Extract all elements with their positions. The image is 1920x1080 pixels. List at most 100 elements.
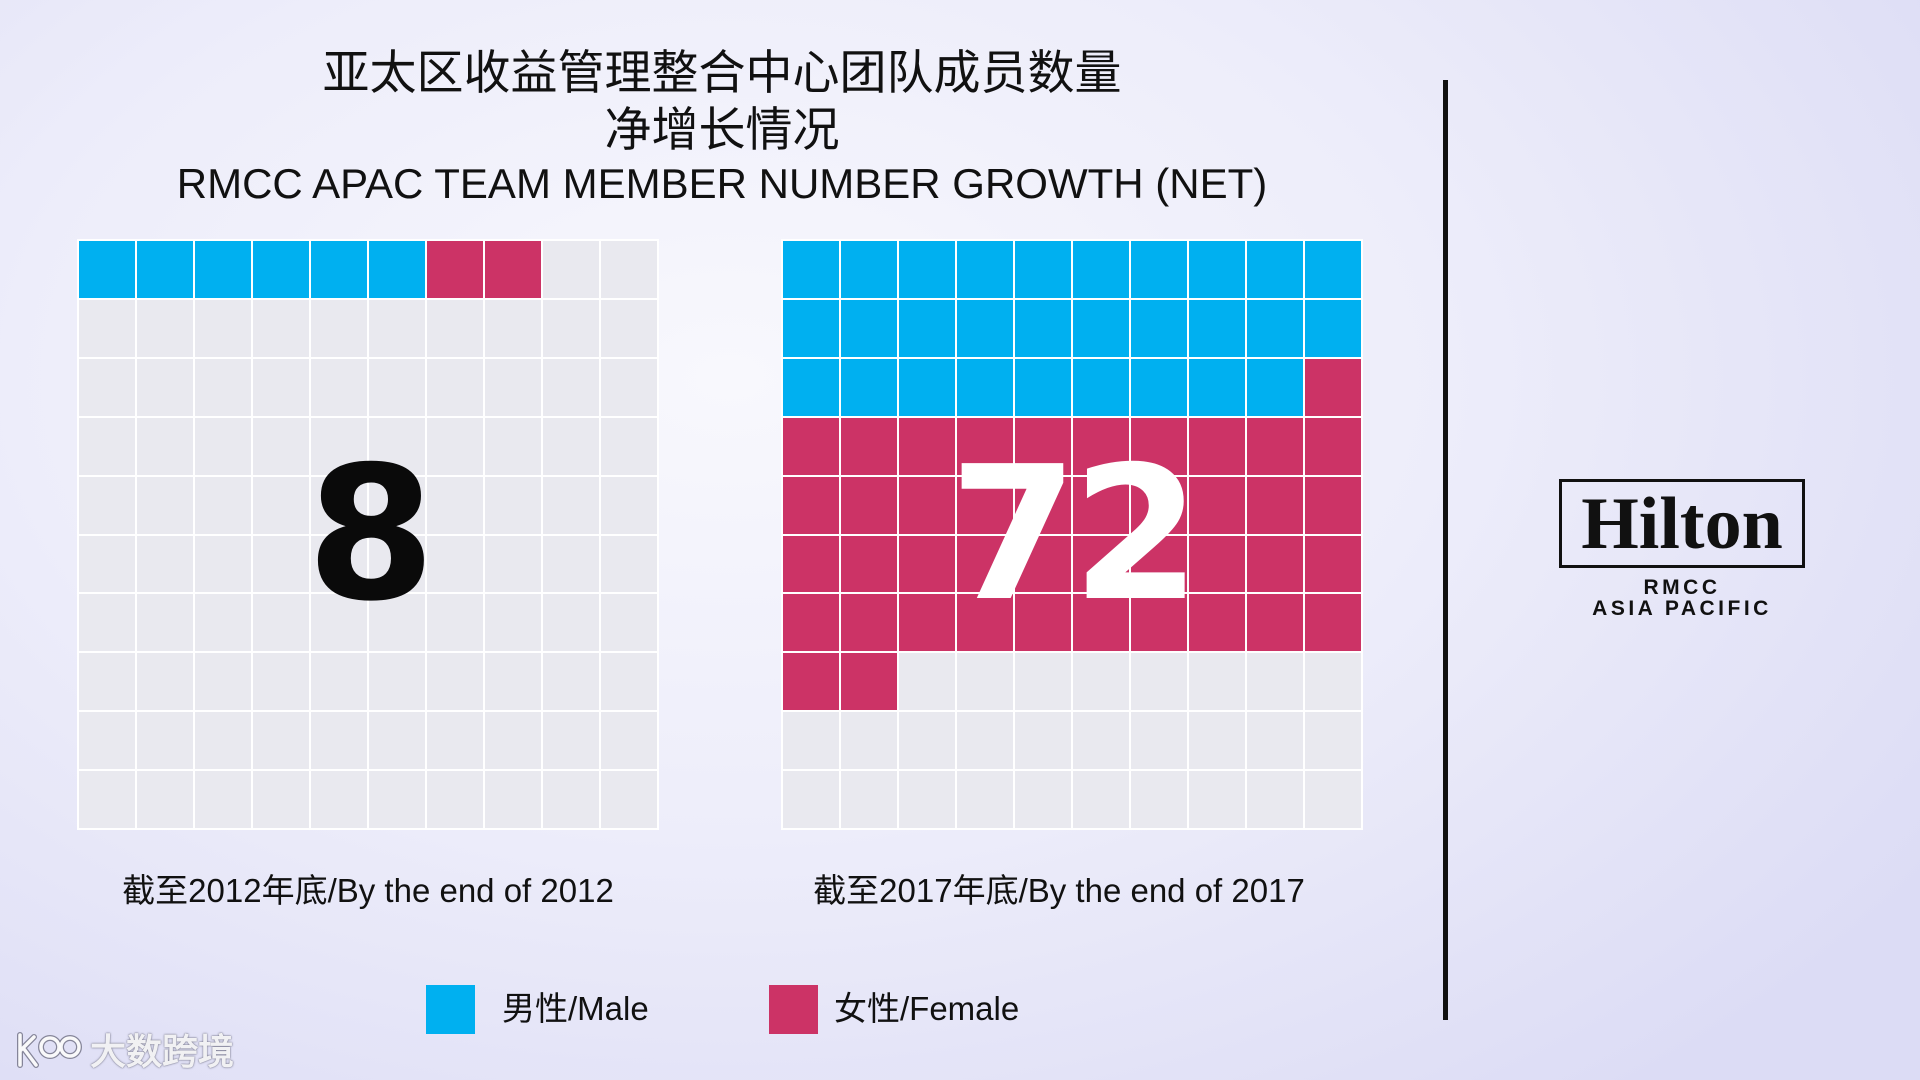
waffle-cell-female <box>427 241 483 298</box>
waffle-cell-empty <box>543 358 599 416</box>
waffle-cell-empty <box>253 771 309 828</box>
waffle-cell-empty <box>253 535 309 593</box>
waffle-cell-empty <box>1189 653 1245 711</box>
waffle-cell-empty <box>543 771 599 828</box>
waffle-cell-female <box>1247 417 1303 475</box>
waffle-cell-male <box>957 241 1013 298</box>
waffle-cell-female <box>1073 594 1129 652</box>
waffle-cell-female <box>485 241 541 298</box>
waffle-cell-empty <box>79 417 135 475</box>
waffle-cell-female <box>783 535 839 593</box>
waffle-cell-empty <box>601 417 657 475</box>
waffle-cell-empty <box>957 712 1013 770</box>
waffle-cell-empty <box>543 417 599 475</box>
waffle-cell-empty <box>1189 771 1245 828</box>
legend-label-female: 女性/Female <box>834 990 1020 1027</box>
waffle-cell-empty <box>253 653 309 711</box>
waffle-cell-empty <box>253 299 309 357</box>
waffle-cell-empty <box>253 417 309 475</box>
waffle-cell-empty <box>195 476 251 534</box>
waffle-cell-female <box>957 535 1013 593</box>
waffle-cell-empty <box>137 712 193 770</box>
waffle-cell-male <box>1015 299 1071 357</box>
waffle-cell-empty <box>137 299 193 357</box>
waffle-cell-male <box>1189 241 1245 298</box>
waffle-cell-empty <box>957 771 1013 828</box>
waffle-cell-female <box>899 535 955 593</box>
waffle-cell-empty <box>427 358 483 416</box>
waffle-cell-female <box>899 476 955 534</box>
waffle-cell-male <box>841 241 897 298</box>
waffle-cell-male <box>195 241 251 298</box>
waffle-cell-empty <box>543 712 599 770</box>
waffle-cell-empty <box>899 712 955 770</box>
chart-title-en: RMCC APAC TEAM MEMBER NUMBER GROWTH (NET… <box>176 160 1268 207</box>
waffle-cell-empty <box>1015 771 1071 828</box>
waffle-cell-female <box>1131 476 1187 534</box>
waffle-chart-2012 <box>77 239 659 830</box>
waffle-cell-male <box>1131 299 1187 357</box>
waffle-cell-empty <box>1131 712 1187 770</box>
waffle-cell-empty <box>137 653 193 711</box>
waffle-cell-female <box>1015 476 1071 534</box>
waffle-cell-female <box>841 417 897 475</box>
waffle-cell-female <box>1189 594 1245 652</box>
waffle-cell-empty <box>369 653 425 711</box>
waffle-cell-empty <box>195 771 251 828</box>
waffle-cell-empty <box>79 476 135 534</box>
waffle-cell-empty <box>253 476 309 534</box>
waffle-cell-empty <box>195 653 251 711</box>
waffle-cell-empty <box>783 712 839 770</box>
waffle-cell-female <box>783 594 839 652</box>
waffle-cell-empty <box>601 476 657 534</box>
waffle-cell-empty <box>601 712 657 770</box>
waffle-cell-female <box>841 594 897 652</box>
waffle-cell-empty <box>1073 712 1129 770</box>
waffle-cell-male <box>957 358 1013 416</box>
waffle-cell-empty <box>195 594 251 652</box>
waffle-cell-male <box>253 241 309 298</box>
waffle-cell-empty <box>253 594 309 652</box>
waffle-cell-empty <box>485 417 541 475</box>
logo-subtitle-rmcc: RMCC <box>1643 576 1721 599</box>
waffle-cell-empty <box>427 535 483 593</box>
waffle-cell-empty <box>783 771 839 828</box>
waffle-cell-female <box>957 417 1013 475</box>
waffle-cell-empty <box>1015 712 1071 770</box>
watermark-logo-icon <box>17 1032 82 1068</box>
waffle-cell-female <box>957 476 1013 534</box>
waffle-cell-male <box>137 241 193 298</box>
waffle-cell-empty <box>369 712 425 770</box>
waffle-cell-empty <box>601 653 657 711</box>
waffle-cell-empty <box>543 241 599 298</box>
waffle-cell-empty <box>195 358 251 416</box>
waffle-cell-empty <box>601 535 657 593</box>
waffle-cell-empty <box>1131 771 1187 828</box>
waffle-cell-empty <box>79 299 135 357</box>
logo-subtitle-asia-pacific: ASIA PACIFIC <box>1592 597 1772 620</box>
waffle-cell-female <box>1131 535 1187 593</box>
waffle-cell-male <box>1189 299 1245 357</box>
waffle-cell-male <box>1073 299 1129 357</box>
waffle-cell-empty <box>601 358 657 416</box>
waffle-cell-empty <box>311 594 367 652</box>
waffle-cell-female <box>1189 535 1245 593</box>
waffle-cell-empty <box>311 358 367 416</box>
waffle-cell-male <box>899 299 955 357</box>
caption-2017: 截至2017年底/By the end of 2017 <box>813 872 1305 909</box>
waffle-cell-empty <box>485 535 541 593</box>
waffle-cell-empty <box>543 299 599 357</box>
waffle-cell-male <box>1073 358 1129 416</box>
waffle-cell-empty <box>311 476 367 534</box>
waffle-cell-empty <box>485 358 541 416</box>
waffle-cell-female <box>1247 594 1303 652</box>
waffle-cell-empty <box>485 771 541 828</box>
waffle-cell-empty <box>1073 653 1129 711</box>
waffle-cell-empty <box>427 299 483 357</box>
waffle-cell-empty <box>543 653 599 711</box>
waffle-cell-empty <box>601 241 657 298</box>
waffle-cell-male <box>1131 358 1187 416</box>
vertical-divider <box>1443 80 1448 1020</box>
waffle-cell-male <box>311 241 367 298</box>
waffle-cell-male <box>79 241 135 298</box>
